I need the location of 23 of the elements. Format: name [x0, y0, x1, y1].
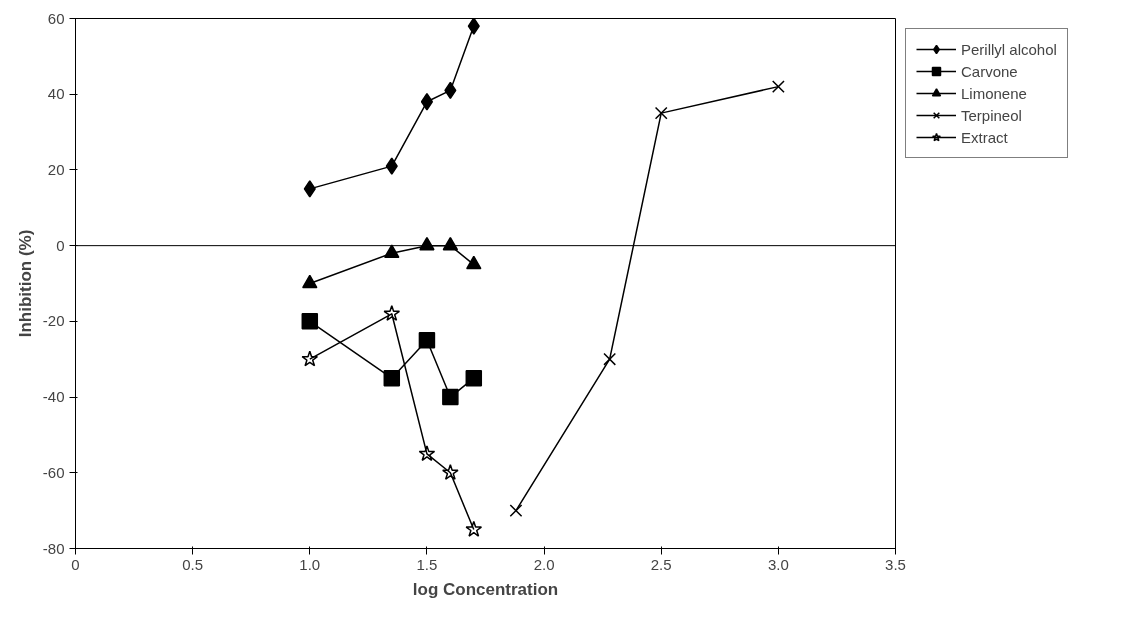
x-tick-label: 2.5 [650, 555, 672, 573]
x-tick-label: 1.0 [299, 555, 321, 573]
x-tick-label: 0 [71, 555, 80, 573]
legend-label: Limonene [961, 84, 1027, 102]
y-tick-label: 20 [47, 160, 65, 178]
y-tick-label: 40 [47, 85, 65, 103]
y-tick-label: 0 [56, 236, 65, 254]
y-tick-label: -80 [42, 539, 65, 557]
x-tick-label: 3.5 [885, 555, 906, 573]
x-tick-label: 3.0 [767, 555, 789, 573]
y-axis-title: Inhibition (%) [15, 229, 35, 338]
legend-label: Extract [961, 128, 1008, 146]
y-tick-label: -60 [42, 463, 65, 481]
y-tick-label: -20 [42, 312, 65, 330]
x-tick-label: 2.0 [533, 555, 555, 573]
legend-label: Perillyl alcohol [961, 40, 1057, 58]
legend-label: Terpineol [961, 106, 1022, 124]
y-tick-label: -40 [42, 388, 65, 406]
y-tick-label: 60 [47, 9, 65, 27]
x-tick-label: 1.5 [416, 555, 438, 573]
x-axis-title: log Concentration [412, 579, 559, 599]
legend-label: Carvone [961, 62, 1018, 80]
x-tick-label: 0.5 [182, 555, 204, 573]
